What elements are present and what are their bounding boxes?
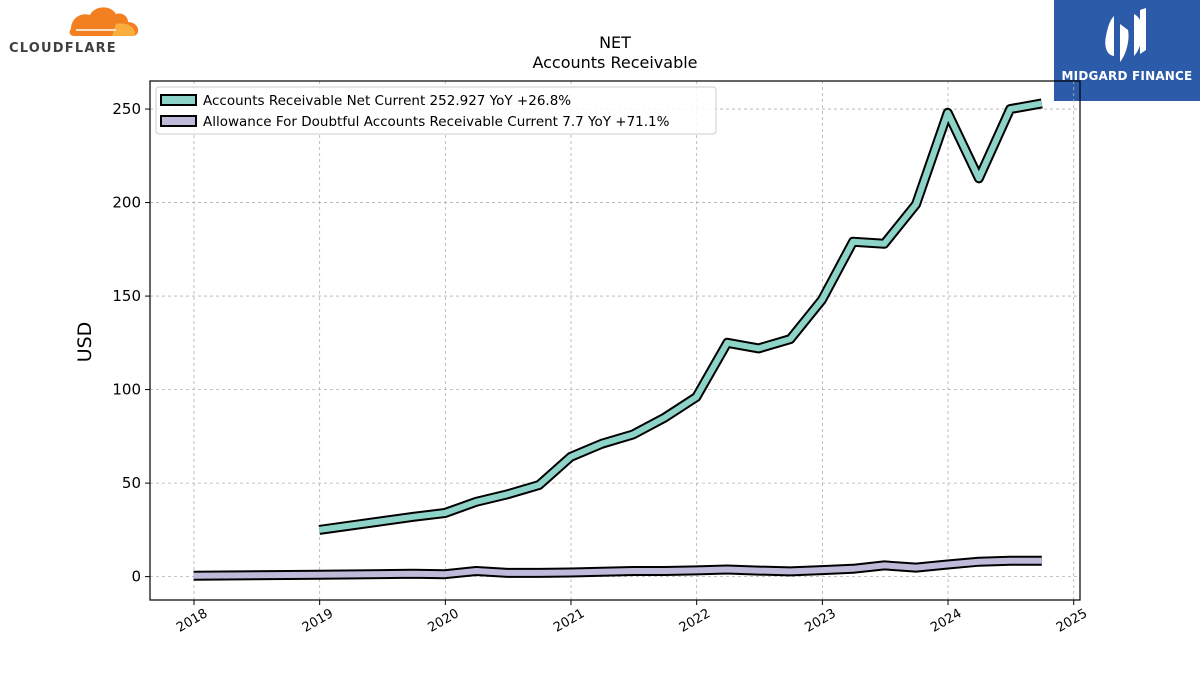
y-axis-label: USD <box>74 322 96 363</box>
y-tick-label: 200 <box>112 194 141 212</box>
legend: Accounts Receivable Net Current 252.927 … <box>155 86 717 135</box>
legend-swatch <box>160 94 197 106</box>
legend-label: Accounts Receivable Net Current 252.927 … <box>203 93 571 109</box>
y-tick-label: 50 <box>122 474 141 492</box>
chart-title: NET <box>599 33 631 52</box>
x-tick-label: 2020 <box>426 606 462 636</box>
x-tick-label: 2018 <box>174 606 210 636</box>
x-tick-label: 2022 <box>677 606 713 636</box>
x-tick-label: 2025 <box>1054 606 1090 636</box>
series-stroke <box>318 100 1043 533</box>
y-tick-label: 100 <box>112 381 141 399</box>
series-outline <box>318 98 1043 535</box>
midgard-finance-wordmark: MIDGARD FINANCE <box>1061 69 1193 83</box>
x-tick-label: 2021 <box>551 606 587 636</box>
chart-subtitle: Accounts Receivable <box>532 53 697 72</box>
legend-label: Allowance For Doubtful Accounts Receivab… <box>203 114 670 130</box>
series-layer <box>193 98 1043 581</box>
grid-lines <box>150 81 1080 600</box>
series-stroke <box>193 557 1042 579</box>
plot-frame <box>149 80 1081 601</box>
y-tick-label: 250 <box>112 100 141 118</box>
y-tick-label: 0 <box>131 568 141 586</box>
midgard-finance-logo: MIDGARD FINANCE <box>1054 0 1200 101</box>
series-1-line <box>318 98 1043 535</box>
legend-swatch <box>160 115 197 127</box>
cloudflare-wordmark: CLOUDFLARE <box>9 41 117 56</box>
x-tick-label: 2024 <box>928 606 964 636</box>
x-tick-label: 2019 <box>300 606 336 636</box>
x-tick-label: 2023 <box>803 606 839 636</box>
legend-box <box>155 86 717 135</box>
x-axis: 2018 2019 2020 2021 2022 2023 2024 2025 <box>174 600 1090 636</box>
midgard-mark-icon <box>1105 8 1146 62</box>
cloud-icon <box>69 7 139 37</box>
y-tick-label: 150 <box>112 287 141 305</box>
series-2-line <box>193 555 1042 581</box>
cloudflare-logo: CLOUDFLARE <box>4 4 144 56</box>
y-axis: 0 50 100 150 200 250 <box>112 100 150 586</box>
